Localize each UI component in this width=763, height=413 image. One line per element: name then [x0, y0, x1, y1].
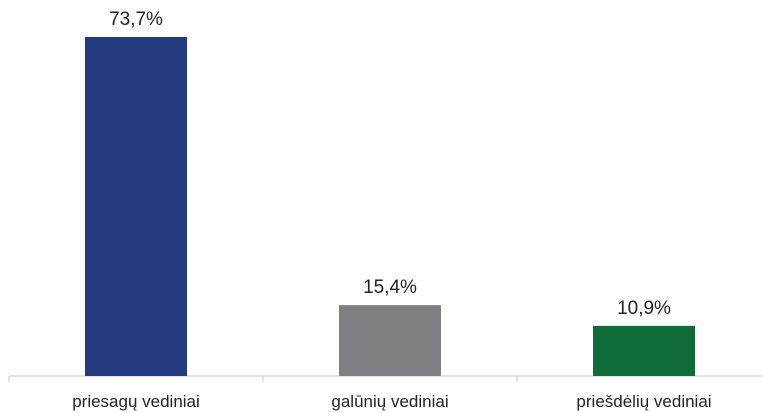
bars	[85, 36, 695, 376]
x-axis	[8, 375, 763, 382]
bar	[339, 305, 441, 376]
x-tick-labels: priesagų vediniai galūnių vediniai priešdė…	[72, 392, 711, 411]
bar-value-label: 10,9%	[617, 298, 671, 319]
bar-value-label: 15,4%	[363, 277, 417, 298]
x-tick-label: priesagų vediniai	[72, 392, 200, 411]
bar	[593, 325, 695, 376]
x-tick-label: galūnių vediniai	[331, 392, 448, 411]
bar	[85, 36, 187, 376]
data-labels: 73,7% 15,4% 10,9%	[109, 9, 671, 319]
x-tick-label: priešdėlių vediniai	[576, 392, 711, 411]
bar-value-label: 73,7%	[109, 9, 163, 30]
